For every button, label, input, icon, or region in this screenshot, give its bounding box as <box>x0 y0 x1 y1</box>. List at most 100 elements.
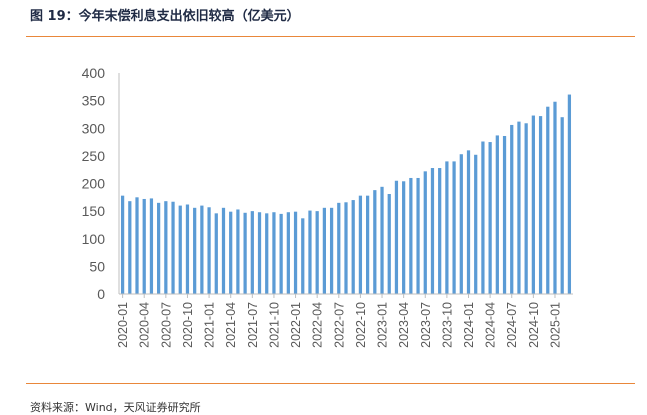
chart-title: 图 19：今年末偿利息支出依旧较高（亿美元） <box>30 9 300 24</box>
bar-2024-02 <box>474 154 478 294</box>
x-tick-label: 2023-04 <box>397 302 411 348</box>
y-tick-label: 100 <box>82 231 106 247</box>
bar-2021-07 <box>250 211 254 295</box>
bar-2023-08 <box>430 168 435 294</box>
bar-2024-08 <box>517 121 521 295</box>
bar-2020-12 <box>200 205 204 294</box>
bar-2021-12 <box>286 212 290 294</box>
bar-2024-06 <box>502 135 507 294</box>
bar-2021-02 <box>214 213 218 294</box>
x-tick-label: 2024-01 <box>462 302 476 348</box>
bar-2024-03 <box>481 141 485 294</box>
bar-2020-07 <box>164 201 168 294</box>
x-tick-label: 2023-01 <box>376 302 390 348</box>
bottom-divider <box>26 383 635 384</box>
top-divider <box>26 36 635 37</box>
bar-2021-03 <box>221 207 226 294</box>
bar-2020-09 <box>178 205 182 294</box>
x-axis-ticks: 2020-01 2020-04 2020-07 2020-10 2021-01 2021-… <box>116 294 562 348</box>
bar-2021-11 <box>279 213 283 294</box>
bar-2024-09 <box>524 123 528 294</box>
x-tick-label: 2022-04 <box>311 302 325 348</box>
bar-2022-08 <box>344 202 348 294</box>
bar-2023-01 <box>380 186 384 294</box>
x-tick-label: 2024-07 <box>505 302 519 348</box>
bar-2020-06 <box>157 202 161 294</box>
bar-2024-11 <box>538 116 543 294</box>
x-tick-label: 2021-04 <box>224 302 238 348</box>
bar-2021-04 <box>229 211 233 294</box>
x-tick-label: 2023-10 <box>440 302 454 348</box>
bar-2023-11 <box>452 161 456 294</box>
bar-2022-03 <box>308 210 312 294</box>
bar-2021-09 <box>265 213 269 294</box>
bar-2023-09 <box>438 168 442 294</box>
bar-2023-07 <box>423 171 427 294</box>
bar-2021-08 <box>257 212 262 294</box>
bar-2025-02 <box>560 117 564 294</box>
x-tick-label: 2022-01 <box>289 302 303 348</box>
x-tick-label: 2020-10 <box>181 302 195 348</box>
bar-2024-10 <box>531 115 535 294</box>
x-tick-label: 2020-04 <box>138 302 152 348</box>
bar-2022-01 <box>293 211 298 294</box>
bar-2023-10 <box>445 161 449 294</box>
bar-2024-07 <box>510 124 514 294</box>
bar-2020-04 <box>142 198 146 294</box>
x-tick-label: 2025-01 <box>548 302 562 348</box>
y-tick-label: 400 <box>82 65 106 81</box>
bar-2022-02 <box>301 218 305 294</box>
bar-2024-04 <box>488 142 492 294</box>
x-tick-label: 2022-07 <box>332 302 346 348</box>
x-tick-label: 2021-01 <box>203 302 217 348</box>
y-axis-ticks: 0 50 100 150 200 250 300 350 400 <box>82 65 106 302</box>
bar-2025-03 <box>567 94 572 294</box>
x-tick-label: 2021-07 <box>246 302 260 348</box>
bar-2024-05 <box>495 135 499 294</box>
x-tick-label: 2020-01 <box>116 302 130 348</box>
bar-2020-03 <box>135 197 139 294</box>
bar-2022-04 <box>315 211 319 295</box>
bar-2023-12 <box>459 154 463 294</box>
x-tick-label: 2021-10 <box>267 302 281 348</box>
bar-2021-05 <box>236 209 240 294</box>
y-tick-label: 50 <box>89 258 105 274</box>
bar-2022-05 <box>322 207 326 294</box>
bar-2022-06 <box>329 207 334 294</box>
bar-2025-01 <box>553 101 557 294</box>
source-note: 资料来源：Wind，天风证券研究所 <box>30 401 201 414</box>
y-tick-label: 350 <box>82 93 106 109</box>
bar-2023-06 <box>416 177 420 294</box>
x-tick-label: 2022-10 <box>354 302 368 348</box>
x-tick-label: 2020-07 <box>159 302 173 348</box>
bar-2023-04 <box>402 181 406 294</box>
bar-2023-03 <box>394 180 399 294</box>
bar-2024-01 <box>466 150 471 294</box>
bar-2022-12 <box>373 190 377 294</box>
bar-2020-01 <box>120 195 125 294</box>
x-tick-label: 2023-07 <box>419 302 433 348</box>
y-tick-label: 0 <box>97 286 105 302</box>
bar-2024-12 <box>546 106 550 294</box>
bar-2022-09 <box>351 200 355 294</box>
bar-2022-10 <box>358 195 363 294</box>
y-tick-label: 250 <box>82 148 106 164</box>
x-tick-label: 2024-10 <box>527 302 541 348</box>
y-tick-label: 300 <box>82 120 106 136</box>
bar-2023-02 <box>387 194 391 294</box>
bar-2022-11 <box>366 195 370 294</box>
bars <box>120 94 572 295</box>
bar-2020-05 <box>149 198 154 294</box>
bar-2020-02 <box>128 201 132 294</box>
bar-2021-06 <box>243 212 247 294</box>
bar-2020-11 <box>193 207 197 294</box>
bar-2020-08 <box>171 201 175 294</box>
bar-2023-05 <box>409 177 413 294</box>
y-tick-label: 150 <box>82 203 106 219</box>
x-tick-label: 2024-04 <box>484 302 498 348</box>
bar-2022-07 <box>337 202 341 294</box>
y-tick-label: 200 <box>82 176 106 192</box>
bar-2020-10 <box>185 204 190 294</box>
bar-2021-01 <box>207 207 211 294</box>
